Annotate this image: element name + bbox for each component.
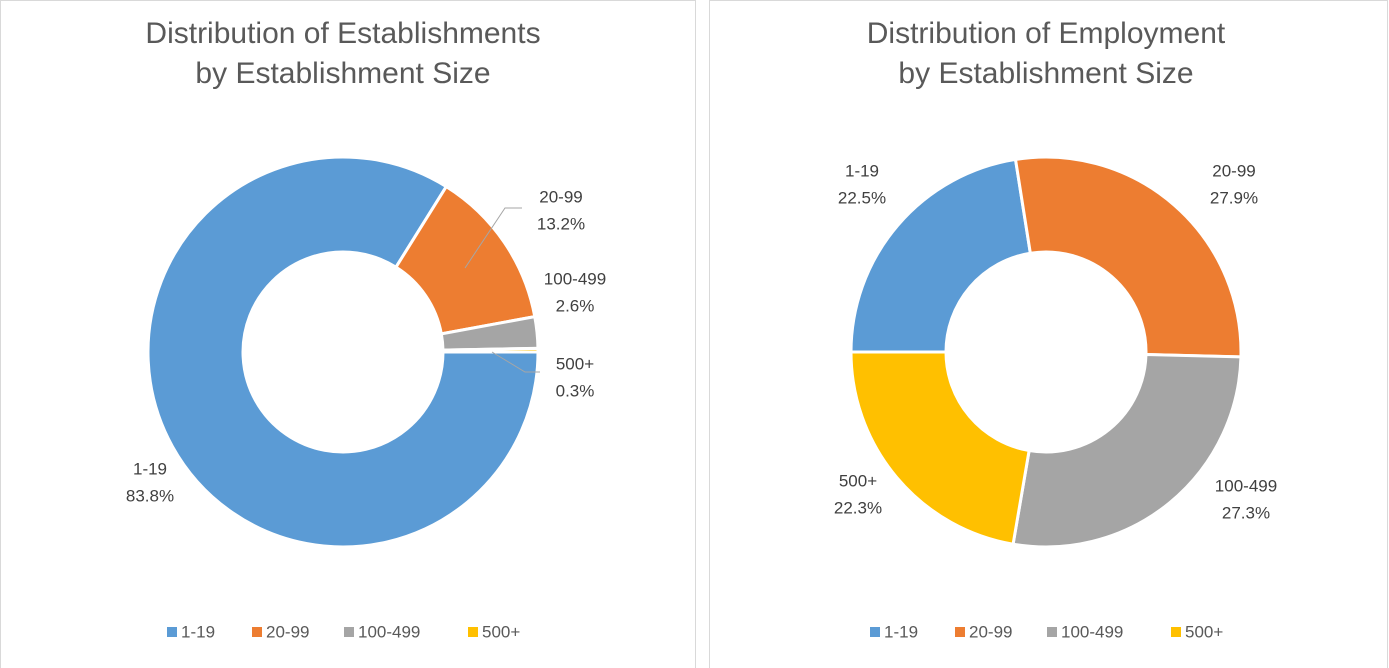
slice — [849, 350, 1031, 546]
leader-line — [464, 207, 522, 269]
chart-title: by Establishment Size — [195, 57, 490, 90]
data-label: 13.2% — [537, 214, 585, 233]
legend-label: 20-99 — [266, 622, 309, 641]
data-label-category: 20-99 — [539, 187, 582, 206]
data-label-category: 20-99 — [1212, 161, 1255, 180]
legend-label: 1-19 — [884, 622, 918, 641]
data-label: 83.8% — [126, 486, 174, 505]
data-label-category: 500+ — [839, 471, 877, 490]
leader-line — [491, 351, 540, 373]
data-label: 27.9% — [1210, 188, 1258, 207]
data-label: 2.6% — [556, 296, 595, 315]
data-label-category: 1-19 — [133, 459, 167, 478]
legend-swatch — [344, 627, 354, 637]
data-label-category: 100-499 — [544, 269, 606, 288]
chart-title: Distribution of Employment — [867, 17, 1226, 50]
data-label: 22.5% — [838, 188, 886, 207]
slice — [441, 346, 540, 354]
data-label-category: 100-499 — [1215, 476, 1277, 495]
legend-label: 500+ — [1185, 622, 1223, 641]
legend-label: 20-99 — [969, 622, 1012, 641]
data-label: 27.3% — [1222, 503, 1270, 522]
legend-swatch — [955, 627, 965, 637]
legend-swatch — [1047, 627, 1057, 637]
chart-title: Distribution of Establishments — [145, 17, 540, 50]
chart-title: by Establishment Size — [898, 57, 1193, 90]
legend-swatch — [870, 627, 880, 637]
legend-label: 100-499 — [1061, 622, 1123, 641]
slice — [849, 157, 1033, 354]
legend-label: 1-19 — [181, 622, 215, 641]
legend-label: 500+ — [482, 622, 520, 641]
legend-swatch — [167, 627, 177, 637]
legend-swatch — [468, 627, 478, 637]
slice — [146, 155, 540, 549]
data-label-category: 500+ — [556, 354, 594, 373]
legend-swatch — [252, 627, 262, 637]
panel-border — [0, 0, 696, 668]
slice — [1011, 352, 1243, 549]
data-label-category: 1-19 — [845, 161, 879, 180]
data-label: 0.3% — [556, 381, 595, 400]
data-label: 22.3% — [834, 498, 882, 517]
panel-border — [709, 0, 1388, 668]
legend-label: 100-499 — [358, 622, 420, 641]
legend-swatch — [1171, 627, 1181, 637]
slice — [1013, 155, 1243, 359]
